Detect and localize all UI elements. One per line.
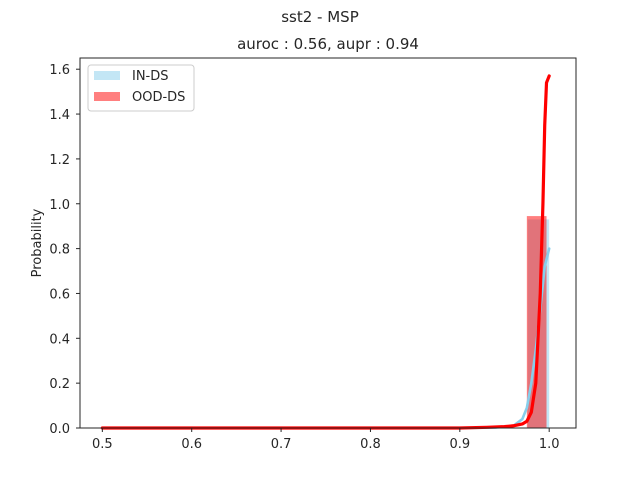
legend-label-in-ds: IN-DS: [132, 69, 169, 84]
chart-title: auroc : 0.56, aupr : 0.94: [237, 35, 419, 53]
x-tick-label: 0.8: [360, 437, 381, 452]
x-tick-label: 0.9: [449, 437, 470, 452]
x-tick-label: 1.0: [539, 437, 560, 452]
y-tick-label: 1.2: [49, 153, 70, 168]
y-tick-label: 0.4: [49, 332, 70, 347]
x-tick-label: 0.7: [271, 437, 292, 452]
y-tick-label: 0.2: [49, 377, 70, 392]
y-tick-label: 0.6: [49, 287, 70, 302]
plot-frame: [79, 57, 577, 429]
legend-label-ood-ds: OOD-DS: [132, 90, 185, 105]
y-tick-label: 0.0: [49, 422, 70, 437]
kde-line-ood-ds: [100, 74, 551, 430]
kde-line-in-ds: [101, 247, 551, 430]
y-axis-label: Probability: [30, 208, 45, 277]
y-tick-label: 1.6: [49, 63, 70, 78]
y-tick-label: 0.8: [49, 243, 70, 258]
legend-swatch-ood-ds: [94, 92, 120, 101]
legend: IN-DS OOD-DS: [87, 64, 195, 112]
legend-swatch-in-ds: [94, 71, 120, 80]
y-tick-label: 1.0: [49, 198, 70, 213]
chart-suptitle: sst2 - MSP: [281, 8, 359, 26]
x-tick-label: 0.5: [92, 437, 113, 452]
x-tick-label: 0.6: [181, 437, 202, 452]
y-tick-label: 1.4: [49, 108, 70, 123]
